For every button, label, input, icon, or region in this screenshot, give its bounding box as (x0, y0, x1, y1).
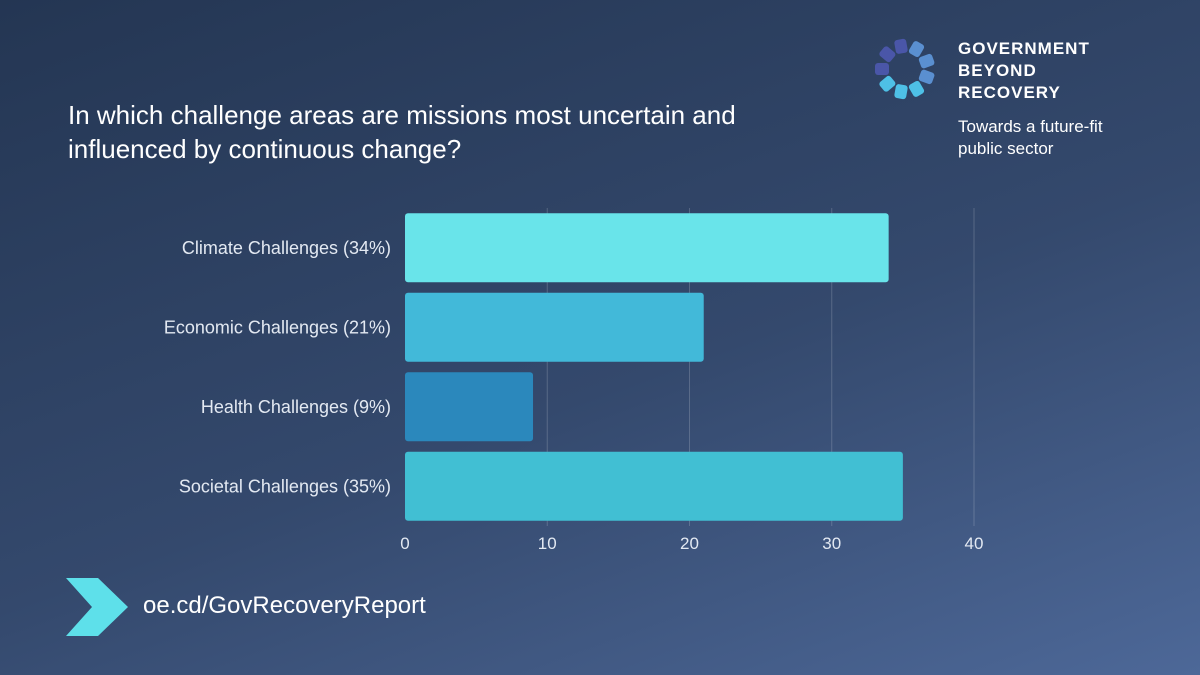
brand-name-line: GOVERNMENT (958, 39, 1090, 58)
logo-segment (918, 53, 935, 69)
brand-tagline-line: public sector (958, 139, 1054, 158)
category-label: Societal Challenges (35%) (179, 476, 391, 496)
segmented-ring-logo-icon (875, 38, 935, 100)
category-label: Climate Challenges (34%) (182, 238, 391, 258)
brand-name-line: RECOVERY (958, 83, 1061, 102)
logo-segment (879, 46, 896, 63)
bar (405, 292, 704, 362)
report-link[interactable]: oe.cd/GovRecoveryReport (143, 592, 426, 619)
category-label: Economic Challenges (21%) (164, 317, 391, 337)
logo-segment (894, 84, 908, 100)
logo-segment (908, 80, 925, 97)
category-labels: Climate Challenges (34%) Economic Challen… (164, 238, 391, 497)
brand-name-line: BEYOND (958, 61, 1037, 80)
category-label: Health Challenges (9%) (201, 397, 391, 417)
bar (405, 213, 889, 283)
logo-segment (894, 38, 908, 54)
brand-tagline-line: Towards a future-fit (958, 117, 1103, 136)
logo-segment (918, 69, 935, 85)
logo-segment (908, 41, 925, 58)
x-tick-label: 10 (538, 534, 557, 553)
chevron-arrow-icon (66, 578, 128, 636)
page-title: In which challenge areas are missions mo… (68, 100, 736, 164)
bar (405, 372, 534, 442)
x-tick-label: 30 (822, 534, 841, 553)
logo-segment (879, 75, 896, 92)
logo-segment (875, 63, 889, 75)
brand-tagline: Towards a future-fit public sector (958, 116, 1168, 160)
brand-name: GOVERNMENT BEYOND RECOVERY (958, 38, 1168, 104)
brand-block: GOVERNMENT BEYOND RECOVERY Towards a fut… (872, 36, 1172, 166)
chart-bars (405, 213, 903, 521)
x-tick-label: 40 (965, 534, 984, 553)
x-tick-label: 20 (680, 534, 699, 553)
x-tick-label: 0 (400, 534, 409, 553)
x-tick-labels: 0 10 20 30 40 (400, 534, 983, 553)
bar (405, 451, 903, 521)
